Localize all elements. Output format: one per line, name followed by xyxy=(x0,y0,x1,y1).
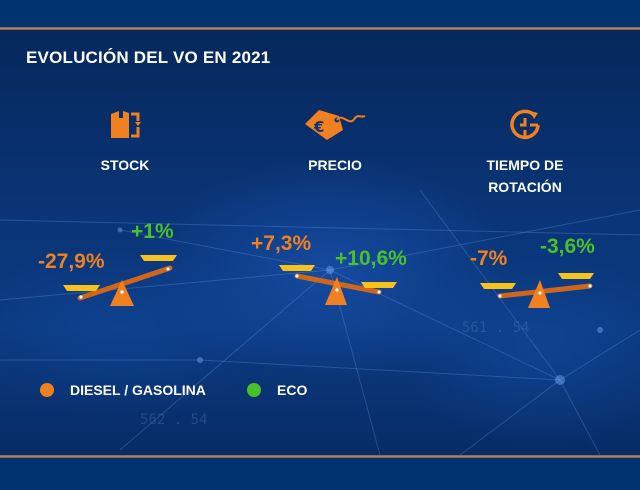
precio-eco-value: +10,6% xyxy=(335,247,407,270)
precio-diesel-value: +7,3% xyxy=(251,232,312,255)
background-figure: 562 . 54 xyxy=(140,412,208,428)
background-figure: 561 . 54 xyxy=(462,320,530,336)
stock-eco-value: +1% xyxy=(131,220,174,243)
stock-diesel-value: -27,9% xyxy=(38,250,105,273)
bottom-divider xyxy=(0,455,640,458)
metric-stock: STOCK xyxy=(70,108,180,176)
balance-scale-stock xyxy=(63,255,177,306)
svg-text:€: € xyxy=(313,118,324,136)
balance-scale-tiempo xyxy=(480,273,594,308)
bottom-band xyxy=(0,458,640,490)
metric-tiempo-rotacion: TIEMPO DE ROTACIÓN xyxy=(450,108,600,198)
orange-dot-icon xyxy=(40,383,54,397)
metric-label: TIEMPO DE xyxy=(486,157,564,173)
green-dot-icon xyxy=(247,383,261,397)
tiempo-diesel-value: -7% xyxy=(470,247,508,270)
network-background-graphic xyxy=(0,189,640,455)
legend-label: DIESEL / GASOLINA xyxy=(70,382,206,398)
infographic-panel: 561 . 54 562 . 54 EVOLUCIÓN DEL VO EN 20… xyxy=(0,30,640,455)
legend-item-diesel-gasolina: DIESEL / GASOLINA xyxy=(40,382,206,398)
euro-price-tag-icon: € xyxy=(305,110,366,140)
top-divider xyxy=(0,27,640,30)
legend-label: ECO xyxy=(277,382,308,398)
page-title: EVOLUCIÓN DEL VO EN 2021 xyxy=(26,48,271,67)
top-band xyxy=(0,0,640,28)
balance-scale-precio xyxy=(279,265,397,305)
metric-label: PRECIO xyxy=(308,157,362,173)
box-arrow-icon xyxy=(111,111,141,138)
tiempo-eco-value: -3,6% xyxy=(540,235,595,258)
legend-item-eco: ECO xyxy=(247,382,307,398)
clock-rotation-icon xyxy=(510,109,540,140)
metric-label: STOCK xyxy=(100,157,150,173)
metric-precio: € PRECIO xyxy=(280,108,390,176)
metric-label: ROTACIÓN xyxy=(488,179,562,195)
